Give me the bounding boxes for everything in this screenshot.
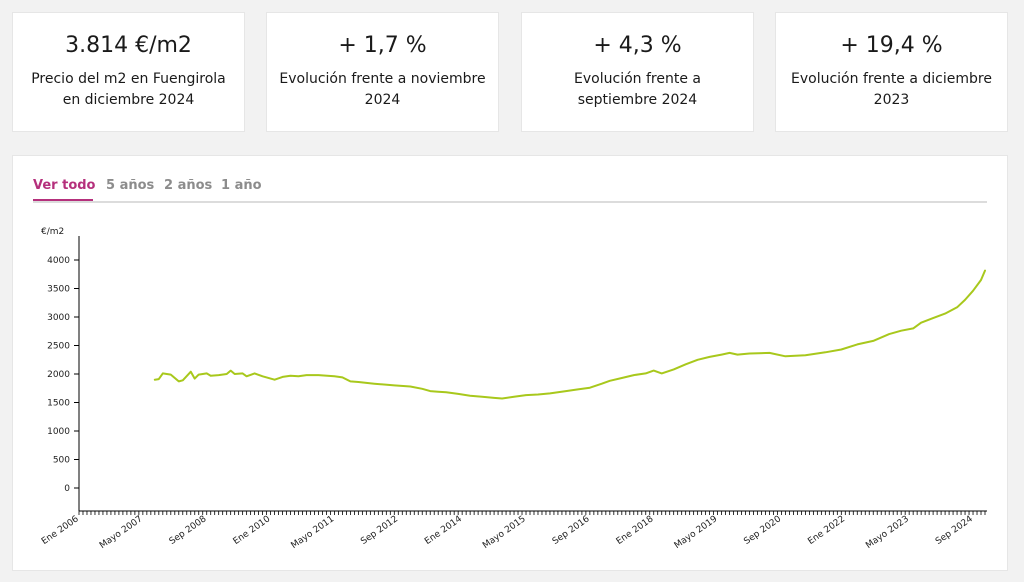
y-tick-label: 1000 xyxy=(47,427,70,437)
x-tick-label: Sep 2016 xyxy=(551,514,592,547)
stat-label: Precio del m2 en Fuengirola en diciembre… xyxy=(31,71,226,108)
tab-5-anos[interactable]: 5 años xyxy=(106,178,155,193)
y-axis-label: €/m2 xyxy=(41,227,64,237)
x-tick-label: Ene 2014 xyxy=(423,514,464,547)
y-tick-label: 500 xyxy=(53,456,70,466)
time-range-tabs: Ver todo 5 años 2 años 1 año xyxy=(33,178,987,203)
y-tick-label: 2500 xyxy=(47,342,70,352)
y-tick-label: 4000 xyxy=(47,256,70,266)
active-tab-indicator xyxy=(33,199,93,201)
stat-label: Evolución frente a septiembre 2024 xyxy=(574,71,701,108)
stat-card-monthly-change: + 1,7 % Evolución frente a noviembre 202… xyxy=(266,12,499,132)
tab-2-anos[interactable]: 2 años xyxy=(164,178,213,193)
chart-panel: Ver todo 5 años 2 años 1 año €/m2 0 500 100… xyxy=(12,155,1008,571)
tab-1-ano[interactable]: 1 año xyxy=(221,178,262,193)
stat-value: + 4,3 % xyxy=(593,33,682,58)
stat-label: Evolución frente a noviembre 2024 xyxy=(279,71,486,108)
stat-card-quarterly-change: + 4,3 % Evolución frente a septiembre 20… xyxy=(521,12,754,132)
x-tick-label: Sep 2020 xyxy=(742,514,783,547)
x-tick-label: Sep 2024 xyxy=(934,514,975,547)
x-tick-label: Mayo 2011 xyxy=(290,514,337,551)
x-tick-label: Mayo 2023 xyxy=(864,514,911,551)
stat-value: + 19,4 % xyxy=(840,33,943,58)
x-tick-label: Ene 2010 xyxy=(232,514,273,547)
tab-ver-todo[interactable]: Ver todo xyxy=(33,178,96,193)
y-tick-label: 3000 xyxy=(47,313,70,323)
stat-card-yearly-change: + 19,4 % Evolución frente a diciembre 20… xyxy=(775,12,1008,132)
stat-card-price: 3.814 €/m2 Precio del m2 en Fuengirola e… xyxy=(12,12,245,132)
x-tick-label: Mayo 2015 xyxy=(481,514,528,551)
x-tick-label: Sep 2008 xyxy=(168,514,209,547)
y-tick-label: 0 xyxy=(64,484,70,494)
stat-value: 3.814 €/m2 xyxy=(65,33,192,58)
stat-value: + 1,7 % xyxy=(338,33,427,58)
x-tick-label: Sep 2012 xyxy=(359,514,400,547)
x-tick-label: Ene 2022 xyxy=(806,514,847,547)
price-line-chart: €/m2 0 500 1000 1500 2000 2500 3000 3500 4000 Ene … xyxy=(40,227,987,551)
y-tick-label: 1500 xyxy=(47,399,70,409)
x-tick-label: Mayo 2007 xyxy=(98,514,145,551)
stat-label: Evolución frente a diciembre 2023 xyxy=(791,71,992,108)
x-tick-label: Mayo 2019 xyxy=(673,514,720,551)
series-line xyxy=(153,269,986,400)
x-tick-label: Ene 2018 xyxy=(615,514,656,547)
x-tick-label: Ene 2006 xyxy=(40,514,81,547)
y-tick-label: 2000 xyxy=(47,370,70,380)
y-tick-label: 3500 xyxy=(47,285,70,295)
